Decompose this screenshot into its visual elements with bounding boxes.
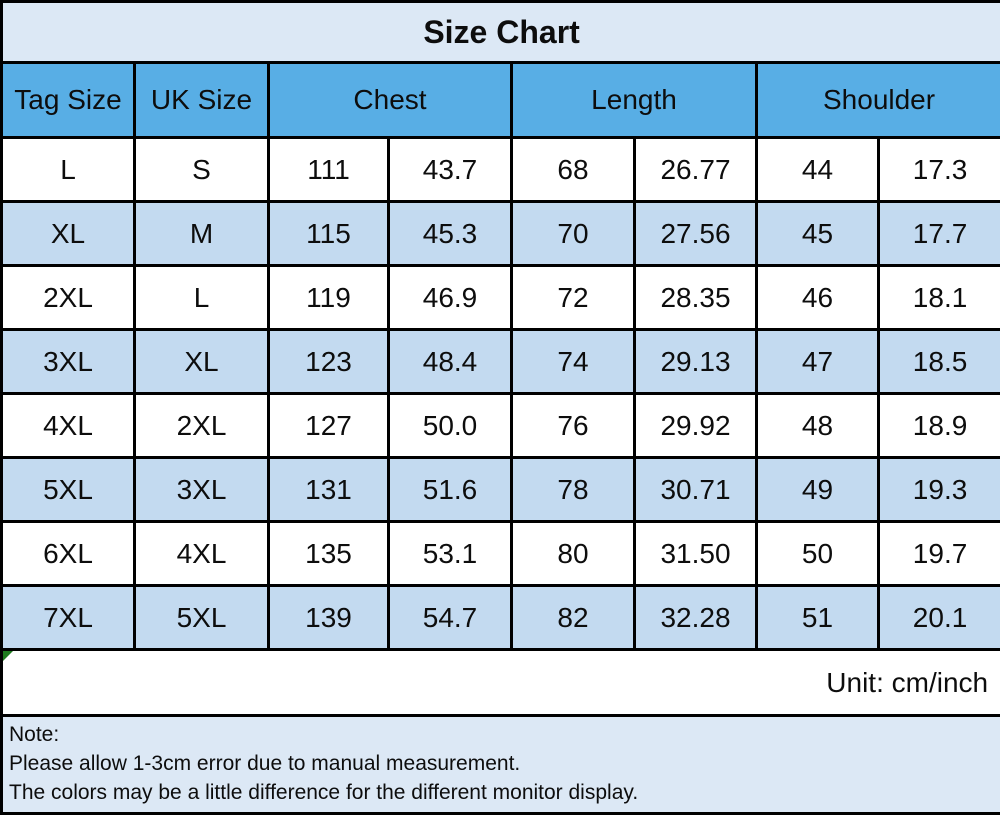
note-line-colors: The colors may be a little difference fo… — [9, 781, 639, 804]
cell-chest-inch: 43.7 — [387, 136, 513, 203]
cell-uk-size: XL — [133, 328, 270, 395]
table-row: 2XL L 119 46.9 72 28.35 46 18.1 — [0, 264, 1000, 331]
cell-chest-inch: 46.9 — [387, 264, 513, 331]
cell-tag-size: 4XL — [0, 392, 136, 459]
table-row: XL M 115 45.3 70 27.56 45 17.7 — [0, 200, 1000, 267]
cell-tag-size: 3XL — [0, 328, 136, 395]
cell-shoulder-inch: 19.7 — [876, 520, 1000, 587]
cell-chest-inch: 50.0 — [387, 392, 513, 459]
cell-length-cm: 82 — [510, 584, 636, 651]
cell-length-cm: 76 — [510, 392, 636, 459]
cell-chest-cm: 131 — [267, 456, 390, 523]
cell-chest-cm: 139 — [267, 584, 390, 651]
cell-tag-size: 2XL — [0, 264, 136, 331]
cell-tag-size: 7XL — [0, 584, 136, 651]
header-length: Length — [510, 61, 758, 139]
header-tag-size: Tag Size — [0, 61, 136, 139]
cell-shoulder-inch: 19.3 — [876, 456, 1000, 523]
cell-chest-cm: 127 — [267, 392, 390, 459]
cell-shoulder-cm: 47 — [755, 328, 880, 395]
cell-shoulder-cm: 46 — [755, 264, 880, 331]
cell-shoulder-inch: 18.1 — [876, 264, 1000, 331]
cell-chest-inch: 45.3 — [387, 200, 513, 267]
cell-chest-cm: 135 — [267, 520, 390, 587]
table-row: 3XL XL 123 48.4 74 29.13 47 18.5 — [0, 328, 1000, 395]
note-heading: Note: — [9, 723, 60, 746]
cell-shoulder-cm: 50 — [755, 520, 880, 587]
header-shoulder: Shoulder — [754, 61, 1000, 139]
cell-tag-size: XL — [0, 200, 136, 267]
cell-shoulder-inch: 18.9 — [876, 392, 1000, 459]
note-line-measurement: Please allow 1-3cm error due to manual m… — [9, 752, 521, 775]
cell-tag-size: 5XL — [0, 456, 136, 523]
header-chest: Chest — [267, 61, 513, 139]
cell-chest-inch: 54.7 — [387, 584, 513, 651]
cell-length-inch: 29.92 — [633, 392, 758, 459]
unit-label: Unit: cm/inch — [826, 666, 989, 698]
cell-shoulder-inch: 18.5 — [876, 328, 1000, 395]
cell-length-inch: 32.28 — [633, 584, 758, 651]
table-row: 5XL 3XL 131 51.6 78 30.71 49 19.3 — [0, 456, 1000, 523]
cell-tag-size: L — [0, 136, 136, 203]
cell-length-inch: 29.13 — [633, 328, 758, 395]
cell-chest-cm: 123 — [267, 328, 390, 395]
cell-length-cm: 80 — [510, 520, 636, 587]
cell-uk-size: 4XL — [133, 520, 270, 587]
cell-length-inch: 27.56 — [633, 200, 758, 267]
cell-length-inch: 31.50 — [633, 520, 758, 587]
page-title: Size Chart — [0, 0, 1000, 64]
cell-length-inch: 26.77 — [633, 136, 758, 203]
table-row: 7XL 5XL 139 54.7 82 32.28 51 20.1 — [0, 584, 1000, 651]
cell-tag-size: 6XL — [0, 520, 136, 587]
cell-corner-flag — [4, 652, 13, 661]
cell-uk-size: 2XL — [133, 392, 270, 459]
cell-uk-size: 5XL — [133, 584, 270, 651]
cell-length-cm: 72 — [510, 264, 636, 331]
header-row: Tag Size UK Size Chest Length Shoulder — [0, 61, 1000, 139]
cell-uk-size: L — [133, 264, 270, 331]
cell-length-inch: 28.35 — [633, 264, 758, 331]
cell-length-cm: 74 — [510, 328, 636, 395]
cell-shoulder-cm: 51 — [755, 584, 880, 651]
cell-shoulder-cm: 45 — [755, 200, 880, 267]
cell-length-cm: 68 — [510, 136, 636, 203]
cell-shoulder-cm: 49 — [755, 456, 880, 523]
cell-uk-size: S — [133, 136, 270, 203]
cell-length-cm: 70 — [510, 200, 636, 267]
cell-shoulder-inch: 20.1 — [876, 584, 1000, 651]
note-row: Note: Please allow 1-3cm error due to ma… — [0, 714, 1000, 815]
header-uk-size: UK Size — [133, 61, 270, 139]
cell-length-inch: 30.71 — [633, 456, 758, 523]
cell-uk-size: 3XL — [133, 456, 270, 523]
cell-chest-cm: 119 — [267, 264, 390, 331]
cell-shoulder-cm: 44 — [755, 136, 880, 203]
title-row: Size Chart — [0, 0, 1000, 64]
table-row: 6XL 4XL 135 53.1 80 31.50 50 19.7 — [0, 520, 1000, 587]
table-row: 4XL 2XL 127 50.0 76 29.92 48 18.9 — [0, 392, 1000, 459]
cell-shoulder-cm: 48 — [755, 392, 880, 459]
cell-chest-cm: 115 — [267, 200, 390, 267]
cell-shoulder-inch: 17.3 — [876, 136, 1000, 203]
cell-chest-cm: 111 — [267, 136, 390, 203]
cell-shoulder-inch: 17.7 — [876, 200, 1000, 267]
cell-chest-inch: 53.1 — [387, 520, 513, 587]
cell-uk-size: M — [133, 200, 270, 267]
cell-chest-inch: 51.6 — [387, 456, 513, 523]
table-row: L S 111 43.7 68 26.77 44 17.3 — [0, 136, 1000, 203]
cell-length-cm: 78 — [510, 456, 636, 523]
unit-row: Unit: cm/inch — [0, 648, 1000, 717]
cell-chest-inch: 48.4 — [387, 328, 513, 395]
